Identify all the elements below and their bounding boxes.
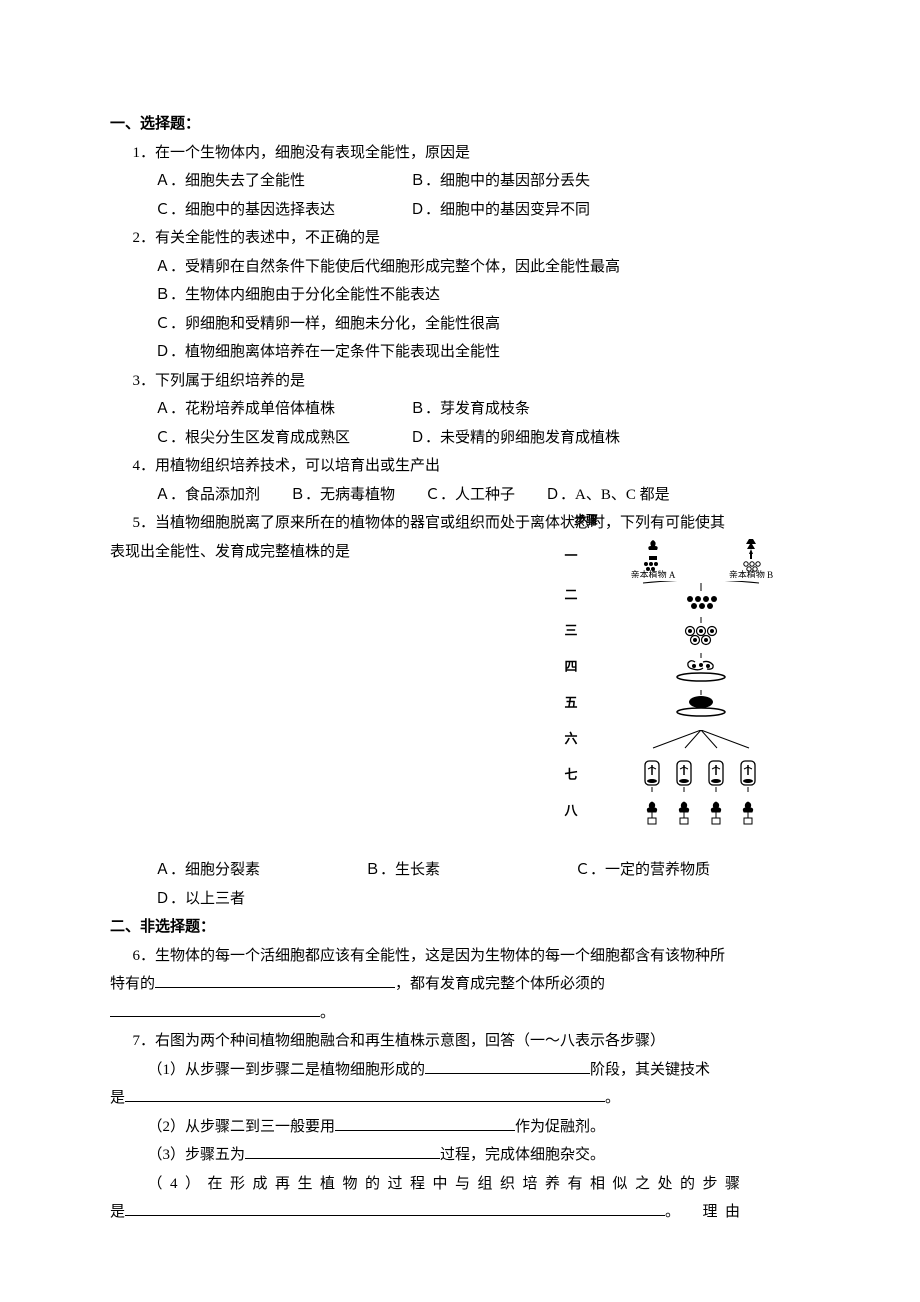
q5-optB: Ｂ．生长素 — [365, 856, 575, 885]
q6-line2: 特有的 ，都有发育成完整个体所必须的。 — [110, 970, 810, 1027]
q7-p2: （2）从步骤二到三一般要用 作为促融剂。 — [110, 1113, 810, 1142]
q1-optB: Ｂ．细胞中的基因部分丢失 — [410, 167, 590, 196]
q5-optD: Ｄ．以上三者 — [155, 885, 365, 914]
q7-p3-blank[interactable] — [245, 1158, 440, 1159]
section-heading-frq: 二、非选择题： — [110, 913, 810, 942]
figure-label-a: 亲本植物 A — [631, 569, 676, 578]
selection-icon — [582, 653, 820, 683]
q7-p3-end: 过程，完成体细胞杂交。 — [440, 1147, 605, 1163]
q5-optA: Ａ．细胞分裂素 — [155, 856, 365, 885]
q7-p1-blank1[interactable] — [425, 1073, 590, 1074]
q6-sep: ，都有发育成完整个体所必须的 — [395, 976, 605, 992]
parent-plants-icon: 亲本植物 A 亲本植物 B — [582, 536, 820, 578]
q7-p3-pre: （3）步骤五为 — [148, 1147, 246, 1163]
q7-p1-blank2[interactable] — [125, 1101, 605, 1102]
q6-blank1[interactable] — [155, 987, 395, 988]
q2-optA: Ａ．受精卵在自然条件下能使后代细胞形成完整个体，因此全能性最高 — [110, 253, 810, 282]
q1-optC: Ｃ．细胞中的基因选择表达 — [155, 196, 410, 225]
figure-step-1: 一 亲本植物 A 亲 — [560, 536, 820, 578]
plantlets-icon — [582, 798, 820, 826]
process-figure: 步骤 一 亲本植物 A — [560, 509, 820, 830]
q4-optD: Ｄ．A、B、C 都是 — [545, 481, 670, 510]
q2-optC: Ｃ．卵细胞和受精卵一样，细胞未分化，全能性很高 — [110, 310, 810, 339]
q2-optD: Ｄ．植物细胞离体培养在一定条件下能表现出全能性 — [110, 338, 810, 367]
q7-p4-blank[interactable] — [125, 1215, 665, 1216]
q3-optA: Ａ．花粉培养成单倍体植株 — [155, 395, 410, 424]
q7-p1-end: 。 — [605, 1090, 620, 1106]
figure-step-2: 二 — [560, 578, 820, 614]
q1-stem: 1．在一个生物体内，细胞没有表现全能性，原因是 — [110, 139, 810, 168]
q6-line1: 6．生物体的每一个活细胞都应该有全能性，这是因为生物体的每一个细胞都含有该物种所 — [110, 942, 810, 971]
q1-optD: Ｄ．细胞中的基因变异不同 — [410, 196, 590, 225]
tubes-icon — [582, 759, 820, 793]
q7-p4-line2: 是 。 理由 — [110, 1198, 810, 1227]
q5-optC: Ｃ．一定的营养物质 — [575, 856, 785, 885]
q4-optC: Ｃ．人工种子 — [425, 481, 545, 510]
protoplast-icon — [582, 581, 820, 611]
q7-p4-end: 。 理由 — [665, 1204, 748, 1220]
q3-optC: Ｃ．根尖分生区发育成成熟区 — [155, 424, 410, 453]
division-icon — [582, 730, 820, 750]
q7-p1-pre: （1）从步骤一到步骤二是植物细胞形成的 — [148, 1062, 426, 1078]
figure-step-7: 七 — [560, 758, 820, 794]
q2-stem: 2．有关全能性的表述中，不正确的是 — [110, 224, 810, 253]
q3-optD: Ｄ．未受精的卵细胞发育成植株 — [410, 424, 620, 453]
q6-mid: 特有的 — [110, 976, 155, 992]
q7-p3: （3）步骤五为 过程，完成体细胞杂交。 — [110, 1141, 810, 1170]
q5-with-figure: 5．当植物细胞脱离了原来所在的植物体的器官或组织而处于离体状态时，下列有可能使其… — [110, 509, 810, 913]
q4-optA: Ａ．食品添加剂 — [155, 481, 290, 510]
figure-title: 步骤 — [560, 509, 820, 536]
q7-p4-line1: （4）在形成再生植物的过程中与组织培养有相似之处的步骤 — [110, 1170, 810, 1199]
figure-step-6: 六 — [560, 722, 820, 758]
figure-step-4: 四 — [560, 650, 820, 686]
figure-step-3: 三 — [560, 614, 820, 650]
q7-stem: 7．右图为两个种间植物细胞融合和再生植株示意图，回答（一～八表示各步骤） — [110, 1027, 810, 1056]
figure-step-8: 八 — [560, 794, 820, 830]
q7-p2-blank[interactable] — [335, 1130, 515, 1131]
callus-icon — [582, 690, 820, 718]
q2-optB: Ｂ．生物体内细胞由于分化全能性不能表达 — [110, 281, 810, 310]
figure-label-b: 亲本植物 B — [729, 569, 773, 578]
fused-cells-icon — [582, 617, 820, 647]
q3-stem: 3．下列属于组织培养的是 — [110, 367, 810, 396]
q1-options-row1: Ａ．细胞失去了全能性 Ｂ．细胞中的基因部分丢失 — [110, 167, 810, 196]
q6-end: 。 — [320, 1005, 335, 1021]
q4-stem: 4．用植物组织培养技术，可以培育出或生产出 — [110, 452, 810, 481]
q4-options: Ａ．食品添加剂 Ｂ．无病毒植物 Ｃ．人工种子 Ｄ．A、B、C 都是 — [110, 481, 810, 510]
q7-p1-line1: （1）从步骤一到步骤二是植物细胞形成的 阶段，其关键技术 — [110, 1056, 810, 1085]
q3-options-row2: Ｃ．根尖分生区发育成成熟区 Ｄ．未受精的卵细胞发育成植株 — [110, 424, 810, 453]
q1-options-row2: Ｃ．细胞中的基因选择表达 Ｄ．细胞中的基因变异不同 — [110, 196, 810, 225]
q5-options: Ａ．细胞分裂素 Ｂ．生长素 Ｃ．一定的营养物质 Ｄ．以上三者 — [110, 856, 810, 913]
q3-optB: Ｂ．芽发育成枝条 — [410, 395, 530, 424]
q1-optA: Ａ．细胞失去了全能性 — [155, 167, 410, 196]
q7-p1-end-pre: 是 — [110, 1090, 125, 1106]
figure-step-5: 五 — [560, 686, 820, 722]
q7-p2-end: 作为促融剂。 — [515, 1119, 605, 1135]
q4-optB: Ｂ．无病毒植物 — [290, 481, 425, 510]
section-heading-mc: 一、选择题： — [110, 110, 810, 139]
q7-p4-end-pre: 是 — [110, 1204, 125, 1220]
q7-p1-line2: 是。 — [110, 1084, 810, 1113]
q3-options-row1: Ａ．花粉培养成单倍体植株 Ｂ．芽发育成枝条 — [110, 395, 810, 424]
q6-blank2[interactable] — [110, 1016, 320, 1017]
q7-p1-mid: 阶段，其关键技术 — [590, 1062, 710, 1078]
q7-p2-pre: （2）从步骤二到三一般要用 — [148, 1119, 336, 1135]
